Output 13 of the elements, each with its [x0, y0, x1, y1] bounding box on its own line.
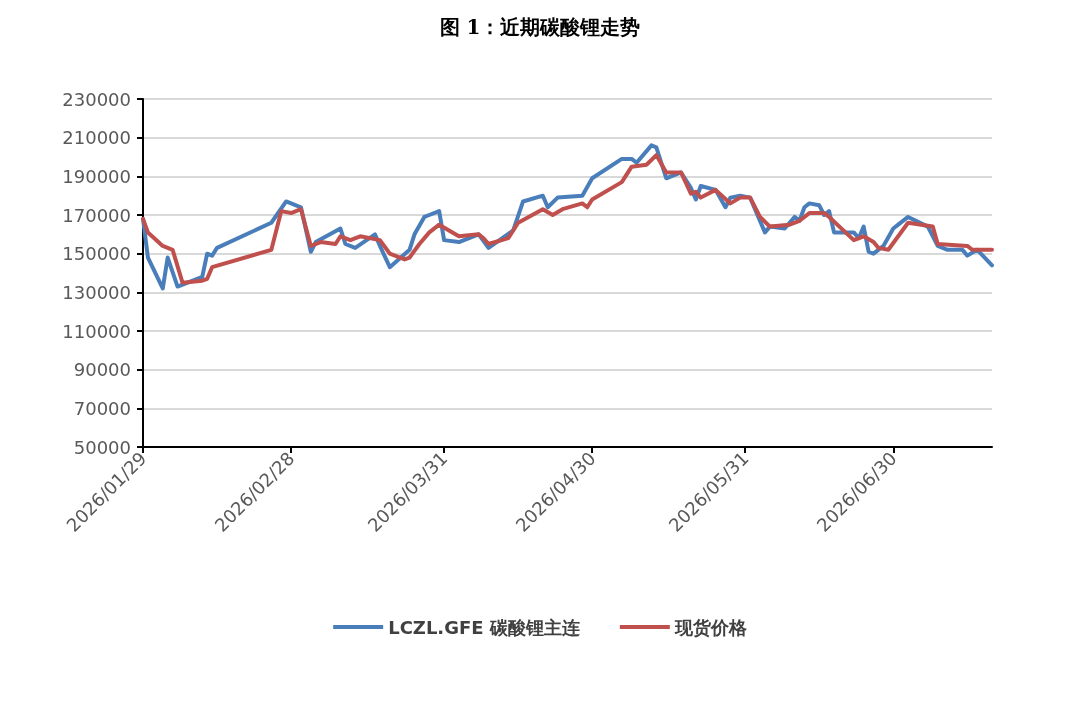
y-tick-label: 70000	[73, 397, 131, 419]
legend-label: LCZL.GFE 碳酸锂主连	[388, 616, 580, 638]
y-tick-label: 150000	[62, 243, 131, 265]
y-tick-label: 170000	[62, 204, 131, 226]
y-tick-label: 130000	[62, 281, 131, 303]
y-tick-label: 190000	[62, 165, 131, 187]
legend-label: 现货价格	[673, 616, 748, 638]
y-tick-label: 210000	[62, 127, 131, 149]
y-tick-label: 90000	[73, 359, 131, 381]
y-tick-label: 110000	[62, 320, 131, 342]
y-tick-label: 230000	[62, 88, 131, 110]
y-tick-label: 50000	[73, 436, 131, 458]
chart-title: 图 1：近期碳酸锂走势	[439, 15, 641, 39]
